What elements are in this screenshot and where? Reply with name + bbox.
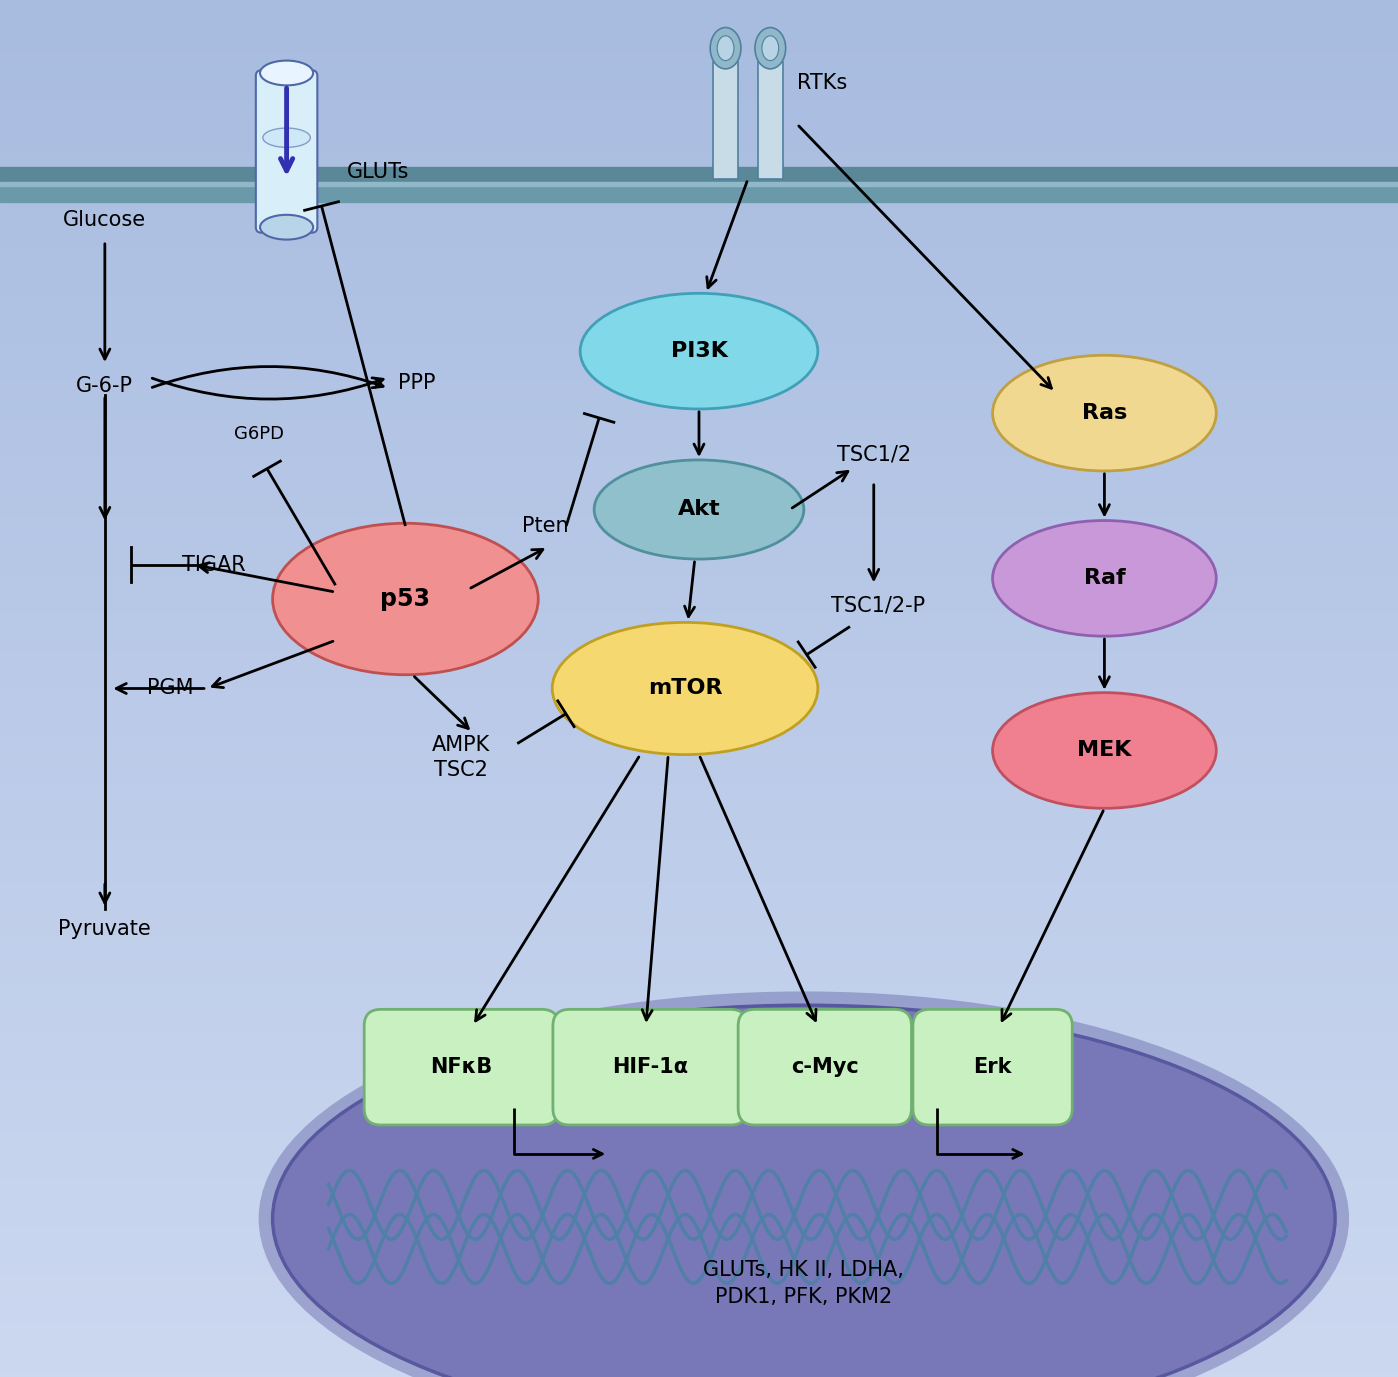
Bar [0,183,1398,202]
Text: mTOR: mTOR [647,679,723,698]
Ellipse shape [580,293,818,409]
Ellipse shape [762,36,779,61]
Ellipse shape [717,36,734,61]
Text: Akt: Akt [678,500,720,519]
Text: TSC1/2-P: TSC1/2-P [830,596,925,616]
FancyBboxPatch shape [554,1009,747,1125]
Ellipse shape [263,128,310,147]
Text: MEK: MEK [1078,741,1131,760]
Ellipse shape [552,622,818,755]
Text: p53: p53 [380,587,431,611]
Text: Ras: Ras [1082,403,1127,423]
Bar [0,167,1398,186]
Ellipse shape [993,521,1216,636]
FancyBboxPatch shape [363,1009,558,1125]
Ellipse shape [755,28,786,69]
Text: PGM: PGM [147,679,193,698]
Text: RTKs: RTKs [797,73,847,92]
Bar [0,182,1398,186]
Ellipse shape [993,693,1216,808]
Text: Raf: Raf [1083,569,1125,588]
Text: TIGAR: TIGAR [182,555,246,574]
Ellipse shape [993,355,1216,471]
Ellipse shape [260,61,313,85]
Text: Glucose: Glucose [63,211,147,230]
FancyBboxPatch shape [738,1009,911,1125]
Text: Pten: Pten [521,516,569,536]
Ellipse shape [260,215,313,240]
Text: G-6-P: G-6-P [77,376,133,395]
Text: c-Myc: c-Myc [791,1058,858,1077]
Text: GLUTs, HK II, LDHA,
PDK1, PFK, PKM2: GLUTs, HK II, LDHA, PDK1, PFK, PKM2 [703,1260,905,1307]
Ellipse shape [710,28,741,69]
Text: AMPK
TSC2: AMPK TSC2 [432,735,491,779]
Text: HIF-1α: HIF-1α [612,1058,688,1077]
Bar [713,62,738,179]
Text: PI3K: PI3K [671,341,727,361]
Ellipse shape [594,460,804,559]
Text: Erk: Erk [973,1058,1012,1077]
Text: TSC1/2: TSC1/2 [836,445,911,464]
Ellipse shape [273,1005,1335,1377]
Ellipse shape [259,991,1349,1377]
FancyBboxPatch shape [913,1009,1072,1125]
Text: NFκB: NFκB [431,1058,492,1077]
FancyBboxPatch shape [256,70,317,233]
Ellipse shape [273,523,538,675]
Text: PPP: PPP [398,373,436,392]
Text: G6PD: G6PD [233,424,284,443]
Text: GLUTs: GLUTs [347,162,410,182]
Bar [758,62,783,179]
Text: Pyruvate: Pyruvate [59,920,151,939]
